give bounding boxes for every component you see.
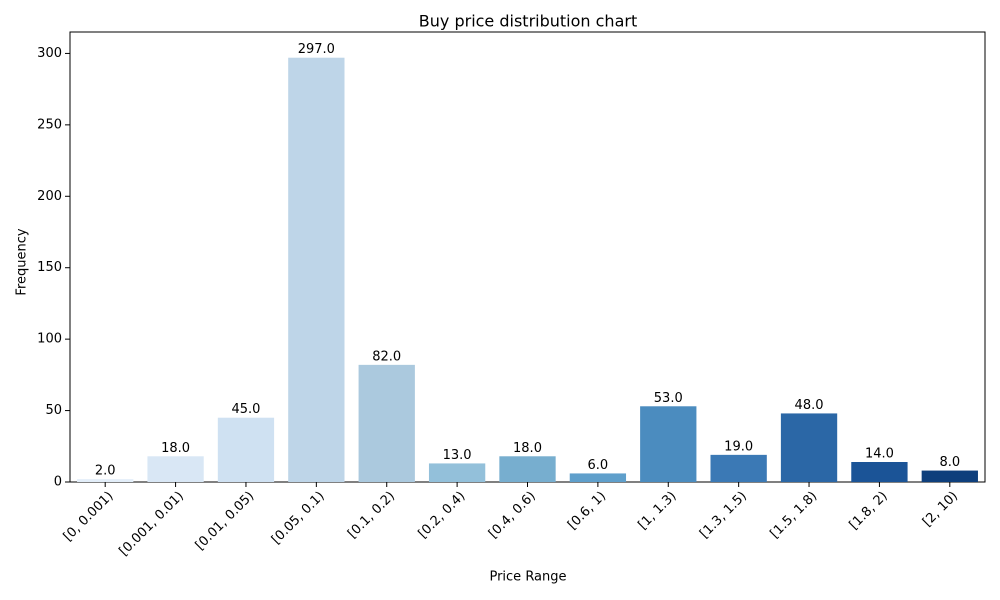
- bar: [640, 406, 697, 482]
- bar: [499, 456, 556, 482]
- value-label: 48.0: [795, 398, 824, 413]
- x-tick-label: [2, 10): [920, 489, 961, 530]
- y-tick-label: 150: [37, 260, 62, 275]
- y-tick-label: 250: [37, 117, 62, 132]
- value-label: 19.0: [724, 439, 753, 454]
- x-tick-label: [1, 1.3): [635, 489, 679, 533]
- bar: [851, 462, 908, 482]
- bar: [77, 479, 134, 482]
- bar: [780, 413, 838, 482]
- value-label: 18.0: [513, 441, 542, 456]
- bar: [428, 463, 486, 482]
- y-tick-label: 0: [54, 475, 62, 490]
- bar: [710, 454, 767, 482]
- y-tick-label: 300: [37, 46, 62, 61]
- value-label: 45.0: [231, 402, 260, 417]
- y-axis-label: Frequency: [15, 228, 30, 295]
- bar: [288, 57, 345, 482]
- value-label: 53.0: [654, 391, 683, 406]
- chart-title: Buy price distribution chart: [419, 12, 637, 31]
- value-label: 8.0: [939, 455, 960, 470]
- x-tick-label: [0.4, 0.6): [486, 489, 539, 542]
- x-tick-label: [0.01, 0.05): [193, 489, 258, 554]
- axes-frame: [69, 31, 986, 483]
- x-tick-label: [0.6, 1): [565, 489, 609, 533]
- y-tick-label: 100: [37, 332, 62, 347]
- value-label: 2.0: [95, 464, 116, 479]
- bar: [147, 456, 204, 482]
- value-label: 82.0: [372, 349, 401, 364]
- x-tick-label: [1.8, 2): [847, 489, 891, 533]
- y-tick-label: 200: [37, 189, 62, 204]
- x-tick-label: [1.3, 1.5): [697, 489, 750, 542]
- y-tick-label: 50: [45, 403, 62, 418]
- bar: [569, 473, 627, 482]
- bar: [217, 417, 275, 482]
- x-axis-label: Price Range: [489, 570, 566, 585]
- value-label: 6.0: [588, 458, 609, 473]
- x-tick-label: [0.001, 0.01): [116, 489, 186, 559]
- x-tick-label: [0.05, 0.1): [269, 489, 328, 548]
- x-tick-label: [0.1, 0.2): [345, 489, 398, 542]
- x-tick-label: [1.5, 1.8): [767, 489, 820, 542]
- bar: [358, 364, 415, 482]
- x-tick-label: [0, 0.001): [61, 489, 117, 545]
- value-label: 18.0: [161, 441, 190, 456]
- x-tick-label: [0.2, 0.4): [416, 489, 469, 542]
- value-label: 297.0: [298, 42, 335, 57]
- value-label: 13.0: [443, 448, 472, 463]
- value-label: 14.0: [865, 447, 894, 462]
- bar: [921, 470, 978, 482]
